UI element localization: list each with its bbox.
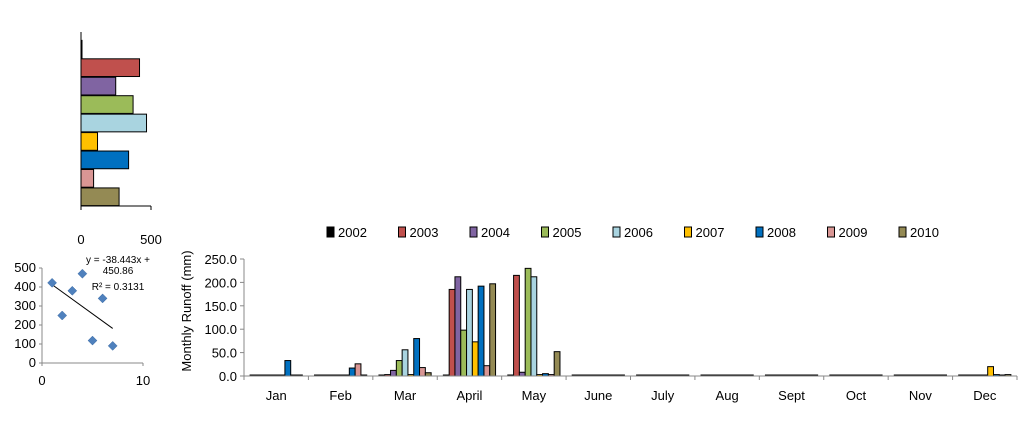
bar-May-2005 xyxy=(524,267,532,377)
legend-swatch-2004 xyxy=(469,226,478,238)
hbar-x-tick-label: 0 xyxy=(77,232,84,247)
bar-Dec-2007 xyxy=(987,366,994,377)
month-label-July: July xyxy=(651,388,675,403)
hbar-2004 xyxy=(80,76,117,96)
scatter-point xyxy=(57,310,68,321)
bar-April-2004 xyxy=(454,276,462,377)
scatter-point xyxy=(67,285,78,296)
main-y-tick-label: 200.0 xyxy=(204,275,237,290)
hbar-2007 xyxy=(80,132,99,151)
scatter-point xyxy=(77,268,88,279)
bar-Mar-2006 xyxy=(401,349,409,377)
bar-April-2006 xyxy=(466,288,473,377)
bar-April-2010 xyxy=(489,283,497,377)
main-y-tick-label: 100.0 xyxy=(204,322,237,337)
bar-Feb-2008 xyxy=(348,367,356,377)
scatter-y-tick-label: 400 xyxy=(14,279,36,294)
bar-May-2004 xyxy=(518,371,526,377)
annual-horizontal-bar-chart: 0 500 xyxy=(77,32,162,247)
scatter-equation-line2: 450.86 xyxy=(103,266,134,277)
bar-May-2006 xyxy=(530,276,538,377)
hbar-2009 xyxy=(80,168,95,188)
hbar-2006 xyxy=(80,113,148,133)
legend-label-2004: 2004 xyxy=(481,225,510,240)
scatter-trendline xyxy=(51,284,113,329)
scatter-y-tick-label: 100 xyxy=(14,336,36,351)
bar-Jan-2008 xyxy=(284,360,292,377)
legend-label-2007: 2007 xyxy=(696,225,725,240)
main-y-tick-label: 250.0 xyxy=(204,252,237,267)
scatter-point xyxy=(107,341,118,351)
legend-swatch-2005 xyxy=(541,226,549,238)
month-label-Feb: Feb xyxy=(329,388,351,403)
bar-Feb-2009 xyxy=(354,363,362,377)
scatter-y-tick-label: 0 xyxy=(29,355,36,370)
monthly-runoff-bar-chart: 2002 2003 2004 2005 2006 2007 2008 2009 2010 0.0 5… xyxy=(179,225,1018,403)
hbar-2010 xyxy=(80,187,120,207)
bar-Mar-2004 xyxy=(390,369,397,377)
legend-swatch-2003 xyxy=(398,226,406,238)
bar-May-2010 xyxy=(553,351,561,377)
main-y-tick-label: 50.0 xyxy=(212,346,237,361)
scatter-equation-line1: y = -38.443x + xyxy=(86,255,150,266)
month-label-May: May xyxy=(522,388,547,403)
month-label-April: April xyxy=(456,388,482,403)
bar-April-2007 xyxy=(471,341,479,377)
legend-swatch-2002 xyxy=(326,226,335,238)
hbar-2003 xyxy=(80,58,141,78)
bar-May-2003 xyxy=(513,274,520,377)
month-label-Nov: Nov xyxy=(909,388,933,403)
bar-April-2008 xyxy=(477,285,485,377)
month-label-Dec: Dec xyxy=(973,388,997,403)
bar-Mar-2008 xyxy=(413,338,421,377)
hbar-2008 xyxy=(80,150,130,170)
month-label-June: June xyxy=(584,388,612,403)
legend-label-2003: 2003 xyxy=(410,225,439,240)
legend-label-2009: 2009 xyxy=(839,225,868,240)
legend-swatch-2009 xyxy=(827,226,835,238)
scatter-x-tick-label: 10 xyxy=(136,373,150,388)
bar-Mar-2009 xyxy=(419,367,426,377)
month-label-Aug: Aug xyxy=(716,388,739,403)
scatter-point xyxy=(47,277,57,288)
scatter-point xyxy=(97,293,108,304)
month-label-Oct: Oct xyxy=(846,388,867,403)
legend-swatch-2010 xyxy=(898,226,907,238)
bar-April-2009 xyxy=(483,365,491,377)
hbar-2005 xyxy=(80,95,134,114)
month-label-Mar: Mar xyxy=(394,388,417,403)
main-y-tick-label: 150.0 xyxy=(204,299,237,314)
month-label-Jan: Jan xyxy=(266,388,287,403)
main-y-tick-label: 0.0 xyxy=(219,369,237,384)
bar-April-2003 xyxy=(448,288,456,377)
legend-label-2010: 2010 xyxy=(910,225,939,240)
scatter-chart: 0 100 200 300 400 500 0 10 y = -38.443x +450.86 R… xyxy=(14,255,150,388)
month-label-Sept: Sept xyxy=(778,388,805,403)
bar-April-2005 xyxy=(460,329,468,377)
scatter-x-tick-label: 0 xyxy=(38,373,45,388)
legend-swatch-2006 xyxy=(612,226,621,238)
scatter-point xyxy=(87,335,98,346)
scatter-y-tick-label: 200 xyxy=(14,317,36,332)
legend-label-2006: 2006 xyxy=(624,225,653,240)
legend-label-2002: 2002 xyxy=(338,225,367,240)
main-y-axis-label: Monthly Runoff (mm) xyxy=(179,250,194,371)
legend-swatch-2008 xyxy=(755,226,764,238)
hbar-x-tick-label: 500 xyxy=(140,232,162,247)
bar-Mar-2005 xyxy=(395,360,403,377)
legend-label-2008: 2008 xyxy=(767,225,796,240)
legend-label-2005: 2005 xyxy=(553,225,582,240)
scatter-r-squared: R² = 0.3131 xyxy=(92,282,145,293)
scatter-y-tick-label: 500 xyxy=(14,260,36,275)
scatter-y-tick-label: 300 xyxy=(14,298,36,313)
legend-swatch-2007 xyxy=(684,226,692,238)
